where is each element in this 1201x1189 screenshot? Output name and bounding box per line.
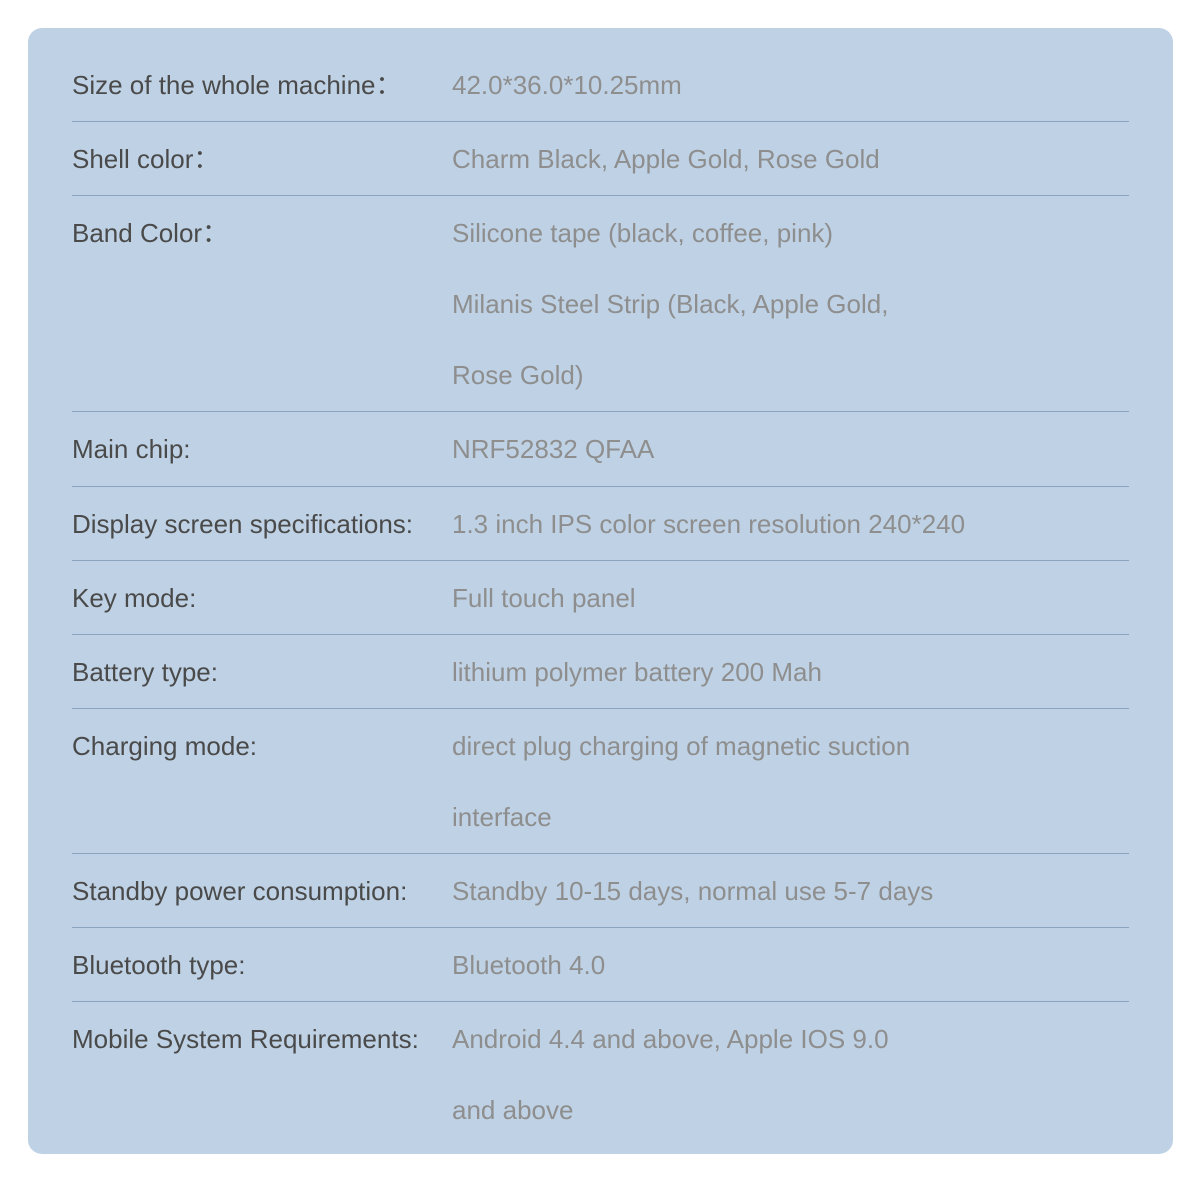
spec-label: Bluetooth type: (72, 948, 452, 983)
spec-row: Charging mode: direct plug charging of m… (72, 709, 1129, 854)
spec-value-line: Charm Black, Apple Gold, Rose Gold (452, 142, 1129, 177)
spec-label: Band Color： (72, 216, 452, 251)
spec-value: direct plug charging of magnetic suction… (452, 729, 1129, 835)
spec-value: Charm Black, Apple Gold, Rose Gold (452, 142, 1129, 177)
spec-value-line: and above (452, 1093, 1129, 1128)
spec-value-line: Full touch panel (452, 581, 1129, 616)
spec-value: 1.3 inch IPS color screen resolution 240… (452, 507, 1129, 542)
spec-label: Main chip: (72, 432, 452, 467)
spec-label: Charging mode: (72, 729, 452, 764)
spec-row: Display screen specifications: 1.3 inch … (72, 487, 1129, 561)
spec-row: Battery type: lithium polymer battery 20… (72, 635, 1129, 709)
spec-row: Mobile System Requirements: Android 4.4 … (72, 1002, 1129, 1128)
spec-value-line: direct plug charging of magnetic suction (452, 729, 1129, 764)
spec-value: Full touch panel (452, 581, 1129, 616)
spec-value-line: Standby 10-15 days, normal use 5-7 days (452, 874, 1129, 909)
spec-card: Size of the whole machine： 42.0*36.0*10.… (28, 28, 1173, 1154)
spec-value-line: NRF52832 QFAA (452, 432, 1129, 467)
spec-value: 42.0*36.0*10.25mm (452, 68, 1129, 103)
spec-value-line: 42.0*36.0*10.25mm (452, 68, 1129, 103)
spec-value-line: Bluetooth 4.0 (452, 948, 1129, 983)
spec-row: Bluetooth type: Bluetooth 4.0 (72, 928, 1129, 1002)
spec-label: Key mode: (72, 581, 452, 616)
spec-label: Battery type: (72, 655, 452, 690)
spec-value: NRF52832 QFAA (452, 432, 1129, 467)
spec-row: Shell color： Charm Black, Apple Gold, Ro… (72, 122, 1129, 196)
spec-value: lithium polymer battery 200 Mah (452, 655, 1129, 690)
spec-label: Mobile System Requirements: (72, 1022, 452, 1057)
spec-label: Display screen specifications: (72, 507, 452, 542)
spec-value-line: Silicone tape (black, coffee, pink) (452, 216, 1129, 251)
spec-value: Silicone tape (black, coffee, pink) Mila… (452, 216, 1129, 393)
spec-value-line: interface (452, 800, 1129, 835)
spec-value-line: Milanis Steel Strip (Black, Apple Gold, (452, 287, 1129, 322)
spec-value: Android 4.4 and above, Apple IOS 9.0 and… (452, 1022, 1129, 1128)
spec-value-line: 1.3 inch IPS color screen resolution 240… (452, 507, 1129, 542)
spec-value: Standby 10-15 days, normal use 5-7 days (452, 874, 1129, 909)
spec-label: Standby power consumption: (72, 874, 452, 909)
spec-row: Band Color： Silicone tape (black, coffee… (72, 196, 1129, 412)
spec-label: Shell color： (72, 142, 452, 177)
spec-value-line: lithium polymer battery 200 Mah (452, 655, 1129, 690)
spec-row: Standby power consumption: Standby 10-15… (72, 854, 1129, 928)
spec-label: Size of the whole machine： (72, 68, 452, 103)
spec-value-line: Rose Gold) (452, 358, 1129, 393)
spec-row: Size of the whole machine： 42.0*36.0*10.… (72, 62, 1129, 122)
spec-value-line: Android 4.4 and above, Apple IOS 9.0 (452, 1022, 1129, 1057)
spec-value: Bluetooth 4.0 (452, 948, 1129, 983)
spec-row: Key mode: Full touch panel (72, 561, 1129, 635)
spec-row: Main chip: NRF52832 QFAA (72, 412, 1129, 486)
